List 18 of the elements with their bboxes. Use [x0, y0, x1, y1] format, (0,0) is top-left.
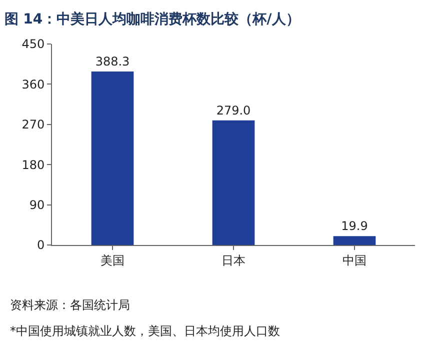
text: 资料来源：各国统计局 [10, 298, 130, 312]
y-tick-label: 270 [22, 118, 45, 132]
bar [333, 236, 376, 245]
x-tick-label: 美国 [100, 253, 124, 268]
y-tick-label: 180 [22, 158, 45, 172]
chart-title: 图 14：中美日人均咖啡消费杯数比较（杯/人） [4, 10, 300, 28]
text: *中国使用城镇就业人数，美国、日本均使用人口数 [10, 324, 280, 338]
x-tick-label: 日本 [222, 253, 246, 268]
y-tick-label: 0 [36, 238, 45, 252]
x-tick-label: 中国 [342, 253, 366, 268]
y-tick-label: 360 [22, 77, 45, 92]
y-tick-label: 90 [29, 198, 45, 212]
bar [91, 72, 134, 245]
bar [212, 120, 255, 245]
data-label: 388.3 [95, 54, 130, 69]
data-label: 19.9 [341, 219, 368, 234]
data-label: 279.0 [216, 103, 251, 118]
y-tick-label: 450 [22, 37, 45, 52]
